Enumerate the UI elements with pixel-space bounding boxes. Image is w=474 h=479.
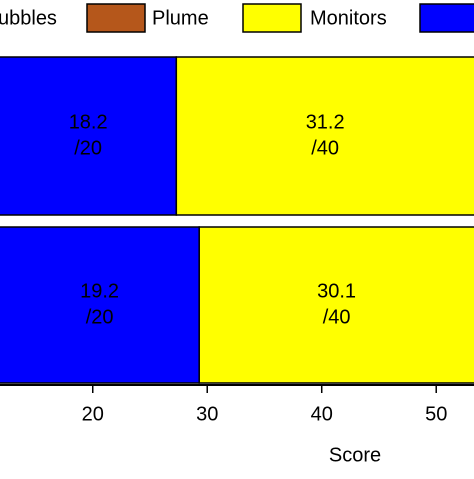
legend-swatch [86, 3, 146, 33]
data-label: /20 [74, 137, 102, 159]
data-label: 31.2 [306, 111, 345, 133]
legend-label: Plume [152, 7, 209, 29]
data-label: 30.1 [317, 280, 356, 302]
data-label: /20 [86, 306, 114, 328]
bar-segment [0, 56, 178, 216]
legend-swatch [419, 3, 474, 33]
x-tick-label: 40 [311, 403, 333, 425]
legend-label: ubbles [0, 7, 57, 29]
data-label: /40 [311, 137, 339, 159]
data-label: 19.2 [80, 280, 119, 302]
legend-label: Monitors [310, 7, 387, 29]
data-label: 18.2 [69, 111, 108, 133]
bar-segment [175, 56, 474, 216]
x-tick-label: 50 [425, 403, 447, 425]
x-axis-label: Score [329, 444, 381, 466]
bar-segment [0, 226, 200, 384]
x-tick-label: 20 [82, 403, 104, 425]
bar-segment [198, 226, 474, 384]
x-tick-label: 30 [196, 403, 218, 425]
data-label: /40 [323, 306, 351, 328]
legend-swatch [242, 3, 302, 33]
